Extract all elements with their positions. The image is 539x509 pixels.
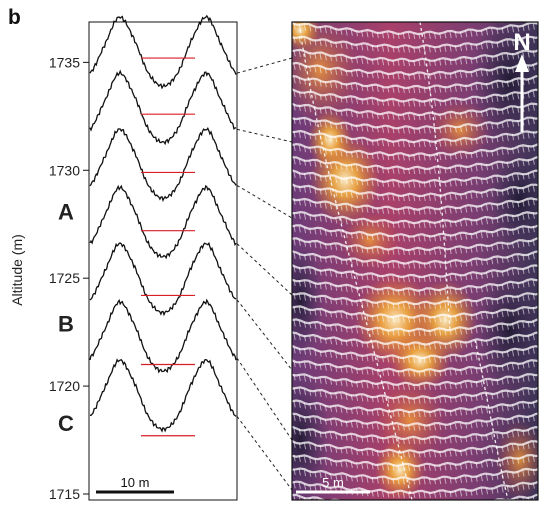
north-arrow-head bbox=[515, 54, 529, 72]
swath-ticks bbox=[293, 387, 538, 404]
y-tick-label: 1720 bbox=[49, 378, 80, 394]
swath-ticks bbox=[293, 306, 538, 323]
swath-ticks bbox=[293, 238, 538, 256]
swath-line bbox=[292, 74, 538, 90]
profile-plot: 1715 1720 1725 1730 1735 Altitude (m) A B C 10… bbox=[9, 14, 238, 502]
panel-label: b bbox=[8, 6, 21, 29]
profile-map-connectors bbox=[236, 57, 293, 491]
swath-line bbox=[292, 386, 538, 400]
swath-ticks bbox=[293, 468, 538, 485]
swath-ticks bbox=[293, 63, 538, 80]
swath-ticks bbox=[293, 292, 538, 310]
swath-ticks bbox=[293, 346, 538, 364]
map-scale-bar: 5 m bbox=[296, 475, 370, 494]
y-tick-label: 1730 bbox=[49, 162, 80, 178]
swath-ticks bbox=[293, 252, 538, 269]
swath-ticks bbox=[293, 117, 538, 134]
swath-line bbox=[292, 292, 538, 306]
swath-ticks bbox=[293, 198, 538, 215]
profile-curve bbox=[89, 126, 237, 203]
profile-curve bbox=[89, 184, 237, 260]
swath-line bbox=[292, 305, 538, 319]
swath-line bbox=[292, 155, 538, 171]
profile-curve bbox=[89, 14, 237, 90]
swath-ticks bbox=[293, 319, 538, 337]
swath-line bbox=[292, 210, 538, 225]
swath-line bbox=[292, 318, 538, 333]
dem-map: N 5 m bbox=[291, 21, 539, 501]
swath-ticks bbox=[293, 90, 538, 107]
y-tick-label: 1715 bbox=[49, 486, 80, 502]
north-label: N bbox=[513, 29, 530, 56]
profile-scale-bar: 10 m bbox=[96, 475, 174, 494]
swath-line bbox=[292, 224, 538, 238]
connector-line bbox=[236, 299, 293, 371]
swath-ticks bbox=[293, 22, 538, 40]
y-axis: 1715 1720 1725 1730 1735 bbox=[49, 54, 89, 502]
profile-curve bbox=[89, 69, 237, 146]
swath-line bbox=[292, 237, 538, 252]
profile-curve bbox=[89, 241, 237, 317]
plot-frame bbox=[88, 21, 238, 501]
y-axis-title: Altitude (m) bbox=[9, 234, 25, 306]
connector-line bbox=[236, 416, 293, 491]
connector-line bbox=[236, 357, 293, 441]
swath-ticks bbox=[293, 414, 538, 431]
swath-ticks bbox=[293, 373, 538, 391]
swath-line bbox=[292, 412, 538, 427]
profile-curve bbox=[89, 298, 237, 374]
swath-ticks bbox=[293, 211, 538, 229]
swath-ticks bbox=[293, 157, 538, 175]
connector-line bbox=[236, 184, 293, 219]
swath-ticks bbox=[293, 333, 538, 350]
map-scale-bar-label: 5 m bbox=[322, 475, 344, 490]
y-tick-label: 1735 bbox=[49, 54, 80, 70]
map-grid-line bbox=[474, 339, 509, 500]
swath-line bbox=[292, 129, 538, 144]
swath-line bbox=[292, 142, 538, 157]
swath-ticks bbox=[293, 360, 538, 377]
swath-ticks bbox=[293, 103, 538, 121]
profile-markers: A B C bbox=[58, 199, 74, 435]
map-frame bbox=[291, 21, 539, 501]
profile-scale-bar-label: 10 m bbox=[121, 475, 150, 490]
swath-line bbox=[292, 48, 538, 63]
swath-ticks bbox=[293, 144, 538, 161]
profile-curve bbox=[90, 358, 237, 433]
swath-ticks bbox=[293, 171, 538, 188]
swath-line bbox=[292, 399, 538, 414]
map-swath-lines bbox=[292, 22, 538, 500]
swath-line bbox=[292, 480, 538, 495]
swath-ticks bbox=[293, 441, 538, 458]
map-grid-line bbox=[299, 29, 413, 500]
swath-ticks bbox=[293, 184, 538, 202]
profile-curves bbox=[89, 14, 237, 437]
connector-line bbox=[236, 128, 293, 143]
swath-ticks bbox=[293, 400, 538, 418]
north-arrow: N bbox=[513, 29, 531, 132]
swath-ticks bbox=[293, 427, 538, 445]
y-tick-label: 1725 bbox=[49, 270, 80, 286]
swath-ticks bbox=[293, 225, 538, 242]
swath-ticks bbox=[293, 279, 538, 296]
swath-ticks bbox=[293, 49, 538, 67]
connector-line bbox=[236, 243, 293, 296]
profile-marker-C: C bbox=[58, 411, 74, 436]
profile-marker-A: A bbox=[58, 199, 74, 224]
profile-marker-B: B bbox=[58, 312, 74, 337]
swath-ticks bbox=[293, 36, 538, 53]
swath-line bbox=[292, 61, 538, 76]
connector-line bbox=[236, 57, 293, 74]
map-grid bbox=[299, 22, 509, 500]
swath-ticks bbox=[293, 265, 538, 283]
swath-ticks bbox=[293, 495, 538, 500]
